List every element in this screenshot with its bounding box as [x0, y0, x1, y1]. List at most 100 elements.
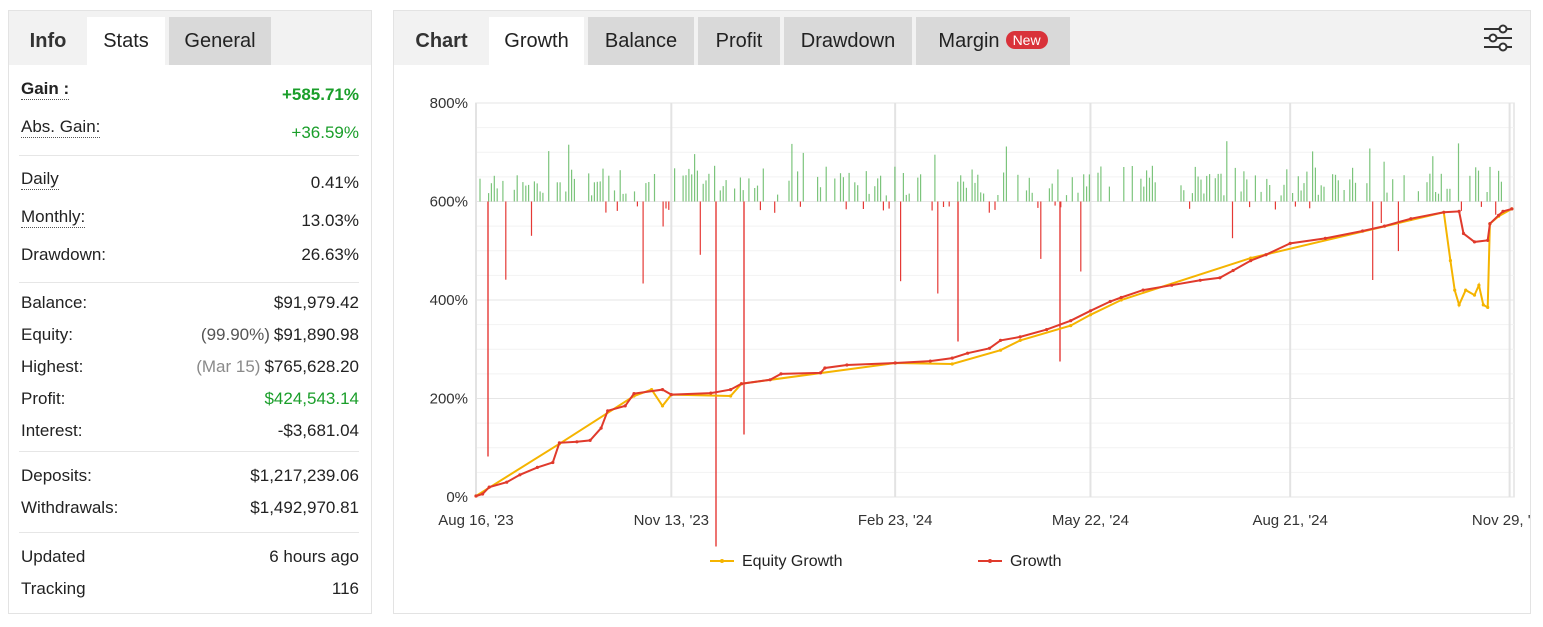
x-tick-label: May 22, '24 [1052, 512, 1129, 529]
equity-growth-point [660, 404, 665, 408]
growth-point [768, 378, 772, 382]
equity-percent-note: (99.90%) [200, 325, 270, 344]
growth-point [1409, 217, 1413, 221]
growth-point [1461, 231, 1466, 236]
equity-growth-point [1018, 338, 1022, 342]
growth-point [845, 363, 849, 367]
withdrawals-label: Withdrawals: [21, 498, 119, 517]
equity-growth-point [1453, 288, 1457, 292]
growth-point [632, 392, 636, 396]
stat-row-equity: Equity: (99.90%) $91,890.98 [19, 319, 359, 351]
chart-legend[interactable]: Equity Growth Growth [710, 553, 1062, 570]
y-tick-label: 400% [430, 292, 468, 309]
highest-value: $765,628.20 [264, 357, 359, 376]
growth-point [623, 404, 627, 408]
monthly-value: 13.03% [301, 211, 359, 230]
tab-growth[interactable]: Growth [489, 17, 584, 65]
growth-point [893, 361, 897, 365]
gain-label[interactable]: Gain : [21, 79, 70, 100]
tab-drawdown[interactable]: Drawdown [784, 17, 912, 65]
tab-profit[interactable]: Profit [698, 17, 780, 65]
stats-group-transfers: Deposits: $1,217,239.06 Withdrawals: $1,… [19, 452, 359, 533]
growth-point [1361, 229, 1365, 233]
profit-value: $424,543.14 [264, 389, 359, 408]
stats-group-gain: Gain : +585.71% Abs. Gain: +36.59% [19, 65, 359, 156]
daily-value: 0.41% [310, 173, 359, 192]
stat-row-monthly: Monthly: 13.03% [19, 202, 359, 240]
growth-point [1249, 259, 1253, 263]
x-tick-label: Feb 23, '24 [858, 512, 933, 529]
growth-point [606, 409, 610, 413]
growth-point [575, 440, 579, 444]
y-tick-label: 200% [430, 391, 468, 408]
growth-point [1264, 253, 1268, 257]
growth-point [1497, 213, 1501, 217]
growth-point [535, 465, 539, 469]
stats-tab-bar: Info Stats General [9, 11, 371, 65]
growth-point [669, 393, 673, 397]
tab-stats[interactable]: Stats [87, 17, 165, 65]
growth-lines [474, 207, 1514, 498]
tab-general[interactable]: General [169, 17, 271, 65]
chart-axes: 0% 200% 400% 600% 800% Aug 16, '23 Nov 13, '23… [430, 95, 1530, 529]
growth-point [1119, 295, 1123, 300]
equity-value-wrap: (99.90%) $91,890.98 [201, 325, 359, 345]
equity-growth-point [1119, 298, 1123, 302]
chart-settings-button[interactable] [1482, 23, 1514, 53]
updated-label: Updated [21, 547, 86, 566]
legend-label: Equity Growth [742, 553, 842, 570]
stat-row-profit: Profit: $424,543.14 [19, 383, 359, 415]
growth-point [1501, 209, 1505, 213]
drawdown-label: Drawdown: [21, 245, 107, 264]
interest-value: -$3,681.04 [277, 421, 359, 440]
growth-point [987, 346, 992, 350]
balance-label: Balance: [21, 293, 88, 312]
tab-balance[interactable]: Balance [588, 17, 694, 65]
equity-growth-line [475, 208, 1513, 497]
equity-growth-point [1472, 293, 1477, 297]
growth-point [1457, 209, 1461, 213]
equity-growth-point [1486, 305, 1490, 309]
stat-row-drawdown: Drawdown: 26.63% [19, 240, 359, 274]
stat-row-updated: Updated 6 hours ago [19, 541, 359, 573]
growth-point [599, 426, 603, 430]
stats-panel: Info Stats General Gain : +585.71% Abs. … [8, 10, 372, 614]
gain-value: +585.71% [281, 85, 359, 104]
stat-row-highest: Highest: (Mar 15) $765,628.20 [19, 351, 359, 383]
equity-growth-point [1088, 313, 1093, 317]
growth-point [505, 480, 509, 484]
legend-equity-growth[interactable]: Equity Growth [710, 553, 842, 570]
highest-value-wrap: (Mar 15) $765,628.20 [196, 357, 359, 377]
stats-group-meta: Updated 6 hours ago Tracking 116 [19, 533, 359, 605]
growth-chart: 0% 200% 400% 600% 800% Aug 16, '23 Nov 13, '23… [430, 95, 1530, 570]
growth-point [739, 382, 744, 386]
growth-point [1288, 241, 1292, 245]
tab-margin[interactable]: Margin New [916, 17, 1070, 65]
stat-row-tracking: Tracking 116 [19, 573, 359, 605]
stat-row-interest: Interest: -$3,681.04 [19, 415, 359, 447]
legend-growth[interactable]: Growth [978, 553, 1062, 570]
legend-marker [988, 559, 992, 563]
stat-row-abs-gain: Abs. Gain: +36.59% [19, 109, 359, 149]
balance-value: $91,979.42 [273, 293, 359, 312]
growth-point [950, 356, 954, 360]
updated-value: 6 hours ago [269, 547, 359, 566]
growth-point [557, 441, 561, 445]
growth-point [1170, 283, 1174, 287]
growth-point [1323, 236, 1327, 240]
stats-group-balance: Balance: $91,979.42 Equity: (99.90%) $91,… [19, 283, 359, 452]
growth-point [928, 359, 932, 363]
daily-gain-bars [479, 141, 1503, 547]
daily-label[interactable]: Daily [21, 169, 59, 190]
deposits-value: $1,217,239.06 [250, 466, 359, 485]
growth-point [1231, 268, 1235, 273]
equity-growth-point [950, 362, 954, 366]
equity-growth-point [1457, 303, 1461, 307]
chart-tab-bar: Chart Growth Balance Profit Drawdown Mar… [394, 11, 1530, 65]
deposits-label: Deposits: [21, 466, 92, 485]
growth-point [1486, 238, 1490, 242]
monthly-label[interactable]: Monthly: [21, 207, 86, 228]
growth-point [588, 438, 592, 442]
stats-body: Gain : +585.71% Abs. Gain: +36.59% Daily… [9, 65, 371, 605]
abs-gain-label[interactable]: Abs. Gain: [21, 117, 101, 138]
